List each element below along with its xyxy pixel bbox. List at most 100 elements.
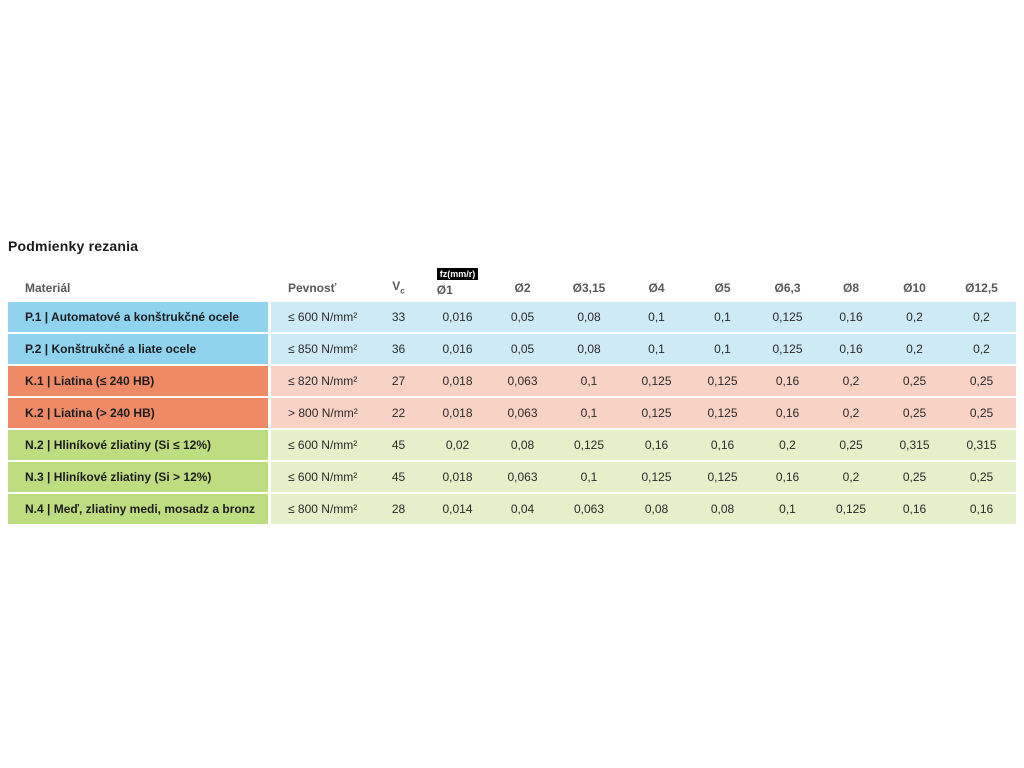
- fz-cell: 0,25: [969, 470, 994, 484]
- fz-cell: 0,25: [902, 406, 927, 420]
- fz-cell: 0,08: [710, 502, 735, 516]
- col-header-d5: Ø5: [714, 281, 731, 295]
- cutting-conditions-table: P.1 | Automatové a konštrukčné ocele ≤ 6…: [8, 302, 1016, 524]
- row-values: ≤ 600 N/mm² 45 0,018 0,063 0,1 0,125 0,1…: [271, 462, 1016, 492]
- row-values: ≤ 600 N/mm² 33 0,016 0,05 0,08 0,1 0,1 0…: [271, 302, 1016, 332]
- table-row: K.1 | Liatina (≤ 240 HB) ≤ 820 N/mm² 27 …: [8, 366, 1016, 396]
- strength-cell: ≤ 600 N/mm²: [288, 438, 358, 452]
- fz-cell: 0,2: [779, 438, 796, 452]
- fz-cell: 0,315: [966, 438, 997, 452]
- fz-unit-badge: fz(mm/r): [436, 268, 479, 280]
- fz-cell: 0,16: [969, 502, 994, 516]
- fz-cell: 0,2: [906, 342, 923, 356]
- fz-cell: 0,125: [772, 342, 803, 356]
- strength-cell: ≤ 600 N/mm²: [288, 470, 358, 484]
- vc-cell: 33: [391, 310, 406, 324]
- fz-cell: 0,125: [835, 502, 867, 516]
- fz-cell: 0,315: [899, 438, 930, 452]
- d1-label: Ø1: [436, 283, 453, 297]
- table-header-row: Materiál Pevnosť Vc fz(mm/r) Ø1 Ø2 Ø3,15…: [8, 264, 1016, 302]
- fz-cell: 0,1: [580, 470, 598, 484]
- fz-cell: 0,1: [779, 502, 796, 516]
- cutting-conditions-section: Podmienky rezania Materiál Pevnosť Vc fz…: [8, 238, 1016, 526]
- material-cell: P.1 | Automatové a konštrukčné ocele: [8, 302, 268, 332]
- table-row: P.2 | Konštrukčné a liate ocele ≤ 850 N/…: [8, 334, 1016, 364]
- col-header-d3: Ø3,15: [572, 281, 606, 295]
- fz-cell: 0,2: [906, 310, 923, 324]
- table-row: N.3 | Hliníkové zliatiny (Si > 12%) ≤ 60…: [8, 462, 1016, 492]
- material-cell: N.4 | Meď, zliatiny medi, mosadz a bronz: [8, 494, 268, 524]
- fz-cell: 0,25: [969, 374, 994, 388]
- table-row: N.4 | Meď, zliatiny medi, mosadz a bronz…: [8, 494, 1016, 524]
- fz-cell: 0,014: [442, 502, 473, 516]
- strength-cell: ≤ 600 N/mm²: [288, 310, 358, 324]
- fz-cell: 0,1: [714, 310, 731, 324]
- material-cell: K.1 | Liatina (≤ 240 HB): [8, 366, 268, 396]
- fz-cell: 0,08: [577, 310, 601, 324]
- fz-cell: 0,16: [775, 406, 800, 420]
- vc-cell: 22: [391, 406, 406, 420]
- col-header-d2: Ø2: [514, 281, 531, 295]
- vc-subscript: c: [400, 286, 405, 295]
- fz-cell: 0,16: [839, 310, 863, 324]
- col-header-d4: Ø4: [648, 281, 665, 295]
- fz-cell: 0,05: [510, 342, 535, 356]
- fz-cell: 0,125: [573, 438, 605, 452]
- fz-cell: 0,125: [707, 406, 738, 420]
- fz-cell: 0,2: [842, 406, 860, 420]
- fz-cell: 0,125: [707, 374, 738, 388]
- row-values: > 800 N/mm² 22 0,018 0,063 0,1 0,125 0,1…: [271, 398, 1016, 428]
- fz-cell: 0,25: [902, 470, 927, 484]
- fz-cell: 0,063: [573, 502, 605, 516]
- fz-cell: 0,16: [644, 438, 669, 452]
- fz-cell: 0,125: [707, 470, 738, 484]
- fz-cell: 0,016: [442, 342, 473, 356]
- fz-cell: 0,018: [442, 374, 473, 388]
- fz-cell: 0,1: [714, 342, 731, 356]
- fz-header-group: fz(mm/r) Ø1: [436, 268, 479, 297]
- fz-cell: 0,16: [710, 438, 735, 452]
- fz-cell: 0,018: [442, 406, 473, 420]
- fz-cell: 0,25: [839, 438, 863, 452]
- fz-cell: 0,1: [648, 310, 665, 324]
- fz-cell: 0,1: [648, 342, 665, 356]
- fz-cell: 0,125: [772, 310, 803, 324]
- vc-cell: 45: [391, 438, 406, 452]
- material-cell: N.3 | Hliníkové zliatiny (Si > 12%): [8, 462, 268, 492]
- col-header-d6: Ø6,3: [774, 281, 801, 295]
- fz-cell: 0,16: [775, 374, 800, 388]
- fz-cell: 0,08: [644, 502, 669, 516]
- col-header-vc: Vc: [372, 279, 425, 302]
- fz-cell: 0,2: [842, 470, 860, 484]
- col-header-strength: Pevnosť: [288, 281, 337, 295]
- fz-cell: 0,1: [580, 406, 598, 420]
- vc-cell: 36: [391, 342, 406, 356]
- page-title: Podmienky rezania: [8, 238, 139, 254]
- fz-cell: 0,1: [580, 374, 598, 388]
- fz-cell: 0,016: [442, 310, 473, 324]
- fz-cell: 0,05: [510, 310, 535, 324]
- fz-cell: 0,16: [775, 470, 800, 484]
- fz-cell: 0,2: [973, 310, 990, 324]
- material-cell: N.2 | Hliníkové zliatiny (Si ≤ 12%): [8, 430, 268, 460]
- table-row: P.1 | Automatové a konštrukčné ocele ≤ 6…: [8, 302, 1016, 332]
- fz-cell: 0,125: [641, 470, 672, 484]
- material-cell: K.2 | Liatina (> 240 HB): [8, 398, 268, 428]
- fz-cell: 0,2: [842, 374, 860, 388]
- fz-cell: 0,08: [510, 438, 535, 452]
- vc-cell: 45: [391, 470, 406, 484]
- strength-cell: ≤ 820 N/mm²: [288, 374, 358, 388]
- col-header-material: Materiál: [25, 281, 71, 295]
- strength-cell: ≤ 800 N/mm²: [288, 502, 358, 516]
- table-row: N.2 | Hliníkové zliatiny (Si ≤ 12%) ≤ 60…: [8, 430, 1016, 460]
- fz-cell: 0,16: [902, 502, 927, 516]
- fz-cell: 0,125: [641, 374, 672, 388]
- fz-cell: 0,063: [507, 470, 538, 484]
- fz-cell: 0,04: [510, 502, 535, 516]
- fz-cell: 0,063: [507, 374, 538, 388]
- table-row: K.2 | Liatina (> 240 HB) > 800 N/mm² 22 …: [8, 398, 1016, 428]
- fz-cell: 0,08: [577, 342, 601, 356]
- fz-cell: 0,063: [507, 406, 538, 420]
- fz-cell: 0,02: [445, 438, 470, 452]
- col-header-d1: fz(mm/r) Ø1: [425, 266, 490, 302]
